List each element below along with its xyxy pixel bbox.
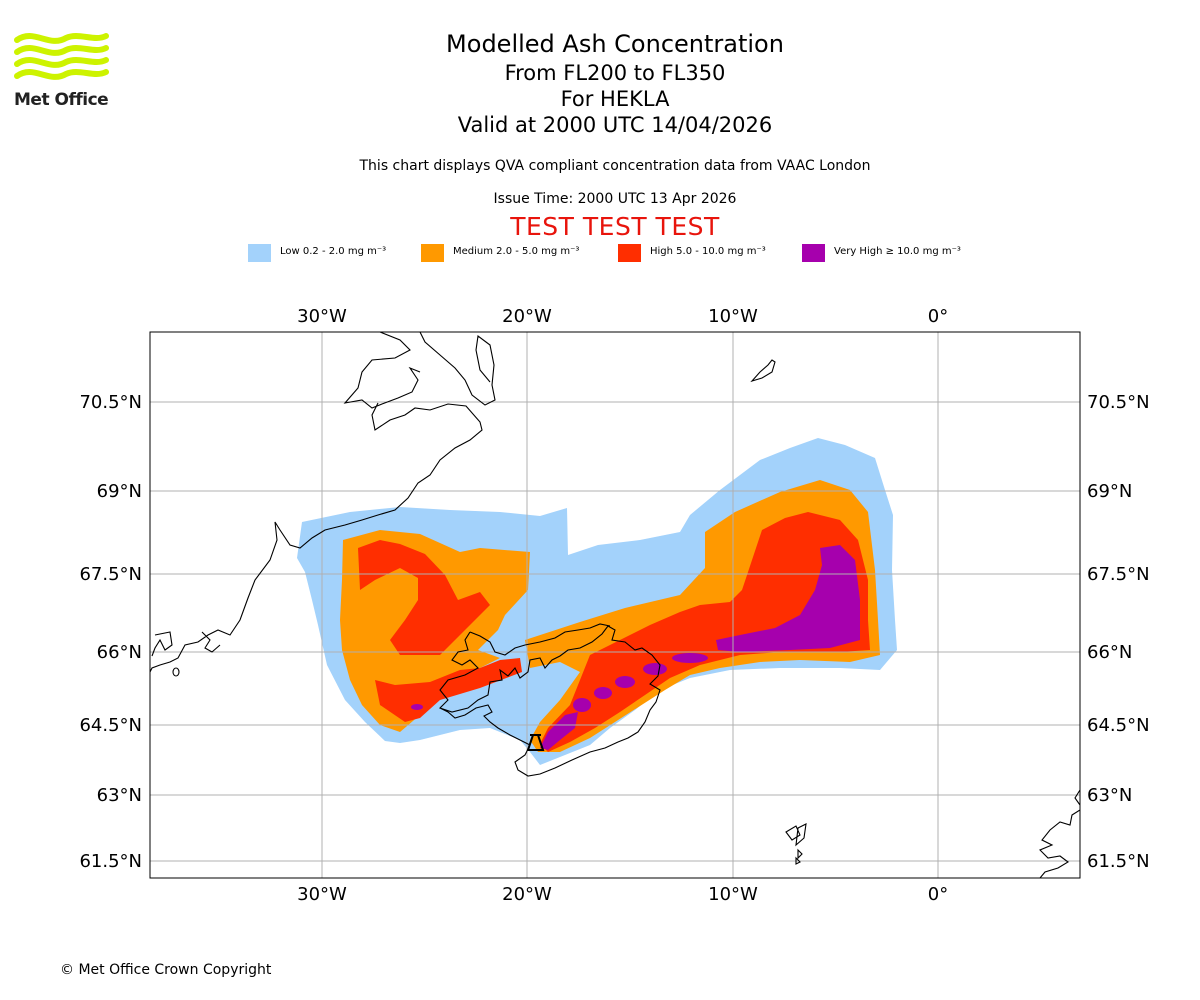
met-office-logo: Met Office <box>14 30 110 112</box>
ash-area-very-high <box>672 653 708 663</box>
lat-labels-right: 70.5°N 69°N 67.5°N 66°N 64.5°N 63°N 61.5… <box>1087 392 1150 872</box>
ash-area-medium <box>340 480 880 752</box>
title-line-2: From FL200 to FL350 <box>504 61 726 85</box>
lon-label: 0° <box>928 884 948 905</box>
lat-label: 64.5°N <box>79 715 142 736</box>
lat-labels-left: 70.5°N 69°N 67.5°N 66°N 64.5°N 63°N 61.5… <box>79 392 142 872</box>
legend-label-low: Low 0.2 - 2.0 mg m⁻³ <box>280 246 387 257</box>
test-banner: TEST TEST TEST <box>510 212 720 241</box>
lon-label: 20°W <box>502 306 552 327</box>
lat-label: 67.5°N <box>79 564 142 585</box>
legend-label-medium: Medium 2.0 - 5.0 mg m⁻³ <box>453 246 580 257</box>
coastline-iceland <box>438 623 661 777</box>
ash-area-very-high <box>411 704 423 710</box>
lon-label: 30°W <box>297 884 347 905</box>
lon-label: 30°W <box>297 306 347 327</box>
copyright: © Met Office Crown Copyright <box>60 962 272 978</box>
met-office-waves-icon <box>14 33 109 80</box>
title-line-4: Valid at 2000 UTC 14/04/2026 <box>457 113 773 137</box>
coastlines <box>150 332 1080 878</box>
title-line-3: For HEKLA <box>560 87 670 111</box>
legend-swatch-low <box>248 244 271 262</box>
title-line-1: Modelled Ash Concentration <box>446 30 784 58</box>
lon-label: 10°W <box>708 306 758 327</box>
volcano-marker-hekla <box>526 734 545 751</box>
chart-description: This chart displays QVA compliant concen… <box>359 158 871 174</box>
coastline-norway <box>1039 789 1080 878</box>
logo-text: Met Office <box>14 90 109 110</box>
lat-label: 63°N <box>97 785 142 806</box>
map-area <box>150 332 1080 878</box>
lon-label: 0° <box>928 306 948 327</box>
lat-label: 66°N <box>97 642 142 663</box>
lon-labels-top: 30°W 20°W 10°W 0° <box>297 306 948 327</box>
lat-label: 69°N <box>97 481 142 502</box>
ash-area-very-high <box>573 698 591 712</box>
ash-area-very-high <box>594 687 612 699</box>
ash-area-very-high <box>615 676 635 688</box>
lat-label: 63°N <box>1087 785 1132 806</box>
coastline-faroe <box>785 823 807 865</box>
coastline-jan-mayen <box>750 359 776 383</box>
legend-swatch-high <box>618 244 641 262</box>
lat-label: 61.5°N <box>1087 851 1150 872</box>
lat-label: 67.5°N <box>1087 564 1150 585</box>
legend-label-high: High 5.0 - 10.0 mg m⁻³ <box>650 246 766 257</box>
map-gridlines <box>150 332 1080 878</box>
lat-label: 69°N <box>1087 481 1132 502</box>
lat-label: 66°N <box>1087 642 1132 663</box>
ash-area-very-high <box>643 663 667 675</box>
lat-label: 70.5°N <box>79 392 142 413</box>
lat-label: 70.5°N <box>1087 392 1150 413</box>
chart-title-block: Modelled Ash Concentration From FL200 to… <box>0 28 1200 138</box>
map-frame <box>149 331 1081 879</box>
lat-label: 61.5°N <box>79 851 142 872</box>
ash-area-very-high <box>716 545 860 652</box>
lon-labels-bottom: 30°W 20°W 10°W 0° <box>297 884 948 905</box>
ash-area-very-high <box>540 712 578 750</box>
legend-swatch-medium <box>421 244 444 262</box>
legend-swatch-very-high <box>802 244 825 262</box>
coastline-greenland <box>150 332 496 673</box>
issue-time: Issue Time: 2000 UTC 13 Apr 2026 <box>493 191 737 207</box>
lon-label: 20°W <box>502 884 552 905</box>
lat-label: 64.5°N <box>1087 715 1150 736</box>
lon-label: 10°W <box>708 884 758 905</box>
legend-label-very-high: Very High ≥ 10.0 mg m⁻³ <box>834 246 961 257</box>
